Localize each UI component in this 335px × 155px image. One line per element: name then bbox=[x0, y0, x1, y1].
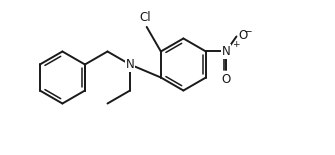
Text: Cl: Cl bbox=[139, 11, 151, 24]
Text: −: − bbox=[244, 27, 253, 38]
Text: +: + bbox=[231, 40, 239, 49]
Text: N: N bbox=[221, 45, 230, 58]
Text: N: N bbox=[126, 58, 134, 71]
Text: O: O bbox=[221, 73, 230, 86]
Text: O: O bbox=[238, 29, 247, 42]
